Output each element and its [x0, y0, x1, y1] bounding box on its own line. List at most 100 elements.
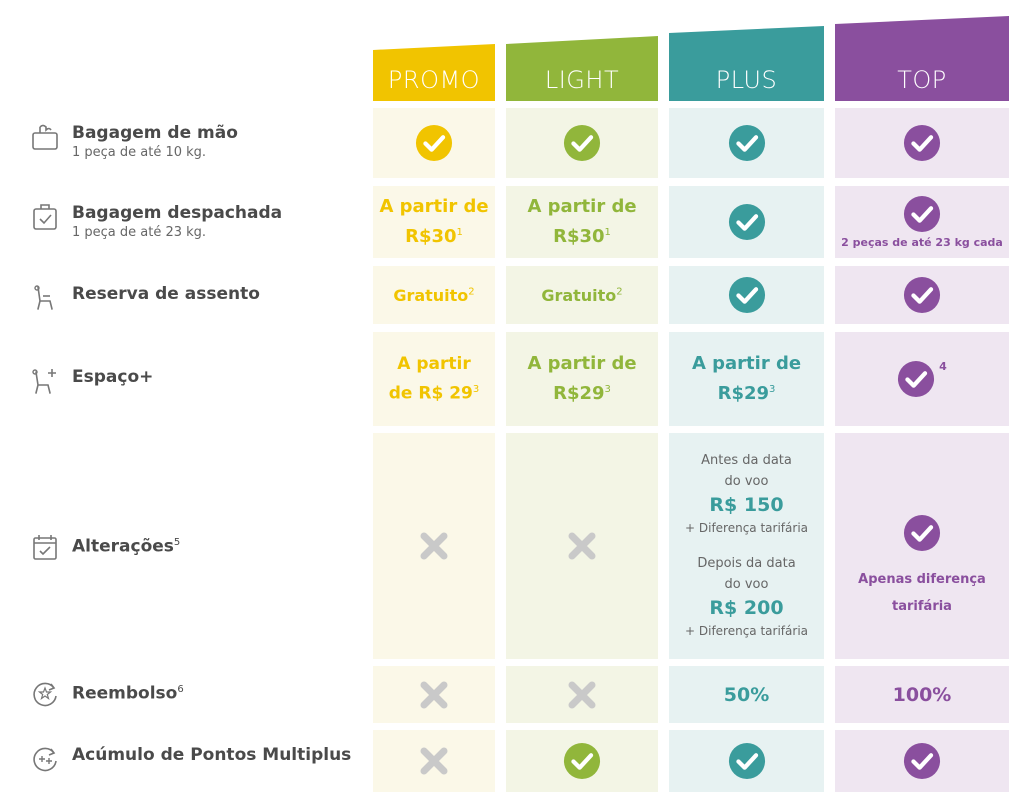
footnote-marker: 6: [177, 684, 184, 695]
before-note: + Diferença tarifária: [685, 521, 808, 535]
row-title: Acúmulo de Pontos Multiplus: [72, 745, 352, 765]
cell-checked-bag-top: 2 peças de até 23 kg cada: [835, 186, 1009, 258]
cell-space-plus: A partir de R$293: [669, 332, 824, 426]
footnote-marker: 3: [604, 384, 611, 395]
row-label-refund: Reembolso6: [30, 679, 184, 709]
seat-text: Gratuito: [541, 285, 617, 305]
check-icon: [903, 514, 941, 552]
check-icon: [728, 203, 766, 241]
row-title: Bagagem de mão: [72, 123, 238, 143]
column-header-plus: PLUS: [669, 0, 831, 101]
check-icon: [728, 276, 766, 314]
seat-plus-icon: [32, 369, 56, 394]
cell-changes-plus: Antes da data do voo R$ 150 + Diferença …: [669, 433, 824, 659]
cell-seat-plus: [669, 266, 824, 324]
check-icon: [415, 124, 453, 162]
check-icon: [903, 276, 941, 314]
seat-icon: [34, 285, 53, 310]
column-title: PROMO: [387, 66, 481, 94]
price-value: R$29: [553, 383, 605, 404]
check-icon: [903, 124, 941, 162]
price-value: R$29: [717, 383, 770, 404]
check-icon: [728, 124, 766, 162]
cell-refund-plus: 50%: [669, 666, 824, 723]
cross-icon: [419, 680, 449, 710]
check-icon: [728, 742, 766, 780]
cell-hand-bag-promo: [373, 108, 495, 178]
price-prefix: A partir de: [379, 196, 489, 217]
calendar-icon: [33, 535, 57, 560]
after-label-2: do voo: [724, 577, 769, 592]
seat-text: Gratuito: [393, 285, 469, 305]
cross-icon: [567, 531, 597, 561]
price-prefix: A partir: [397, 354, 471, 375]
row-label-hand-bag: Bagagem de mão 1 peça de até 10 kg.: [30, 122, 238, 162]
row-title: Reserva de assento: [72, 284, 260, 304]
row-label-changes: Alterações5: [30, 532, 180, 562]
footnote-marker: 3: [769, 384, 776, 395]
price-value: de R$ 29: [388, 383, 473, 404]
top-baggage-note: 2 peças de até 23 kg cada: [841, 236, 1003, 249]
column-header-top: TOP: [835, 0, 1009, 101]
price-prefix: A partir de: [527, 353, 637, 374]
cell-hand-bag-plus: [669, 108, 824, 178]
cell-seat-promo: Gratuito2: [373, 266, 495, 324]
footnote-marker: 4: [939, 360, 947, 373]
footnote-marker: 2: [468, 286, 475, 298]
row-subtitle: 1 peça de até 23 kg.: [72, 225, 207, 240]
row-subtitle: 1 peça de até 10 kg.: [72, 145, 207, 160]
cell-points-plus: [669, 730, 824, 792]
row-title: Reembolso: [72, 683, 178, 704]
cell-hand-bag-light: [506, 108, 658, 178]
cell-space-promo: A partir de R$ 293: [373, 332, 495, 426]
cell-points-light: [506, 730, 658, 792]
cell-changes-promo: [373, 433, 495, 659]
cell-seat-top: [835, 266, 1009, 324]
cross-icon: [567, 680, 597, 710]
refund-value: 100%: [892, 683, 952, 706]
before-label-2: do voo: [724, 474, 769, 489]
cell-checked-bag-promo: A partir de R$301: [373, 186, 495, 258]
cell-checked-bag-plus: [669, 186, 824, 258]
cell-refund-light: [506, 666, 658, 723]
points-icon: [33, 747, 57, 772]
column-header-light: LIGHT: [506, 0, 668, 101]
after-price: R$ 200: [709, 597, 784, 619]
row-label-checked-bag: Bagagem despachada 1 peça de até 23 kg.: [30, 202, 282, 242]
cell-refund-top: 100%: [835, 666, 1009, 723]
check-icon: [563, 124, 601, 162]
price-prefix: A partir de: [691, 353, 802, 374]
column-title: PLUS: [715, 66, 778, 94]
refund-value: 50%: [723, 683, 770, 706]
refund-icon: [33, 682, 57, 707]
footnote-marker: 5: [173, 537, 181, 548]
row-title: Bagagem despachada: [72, 203, 283, 223]
cell-refund-promo: [373, 666, 495, 723]
price-prefix: A partir de: [527, 196, 637, 217]
top-changes-line1: Apenas diferença: [858, 572, 986, 587]
cell-seat-light: Gratuito2: [506, 266, 658, 324]
cell-points-top: [835, 730, 1009, 792]
row-title: Espaço+: [72, 367, 154, 387]
cell-space-light: A partir de R$293: [506, 332, 658, 426]
column-header-promo: PROMO: [373, 0, 535, 101]
footnote-marker: 1: [456, 227, 463, 238]
row-title: Alterações: [72, 536, 174, 557]
price-value: R$30: [553, 226, 605, 247]
before-price: R$ 150: [709, 494, 784, 516]
footnote-marker: 3: [472, 384, 480, 396]
price-value: R$30: [405, 226, 457, 247]
checked-bag-icon: [33, 204, 57, 230]
footnote-marker: 1: [604, 227, 611, 238]
column-title: LIGHT: [544, 66, 620, 94]
row-label-space: Espaço+: [30, 366, 153, 396]
row-label-points: Acúmulo de Pontos Multiplus: [30, 744, 351, 774]
cell-hand-bag-top: [835, 108, 1009, 178]
top-changes-line2: tarifária: [892, 599, 952, 614]
footnote-marker: 2: [616, 286, 623, 298]
hand-bag-icon: [32, 124, 58, 150]
after-label-1: Depois da data: [697, 556, 796, 571]
check-icon: [897, 360, 935, 398]
check-icon: [903, 195, 941, 233]
cell-space-top: 4: [835, 332, 1009, 426]
